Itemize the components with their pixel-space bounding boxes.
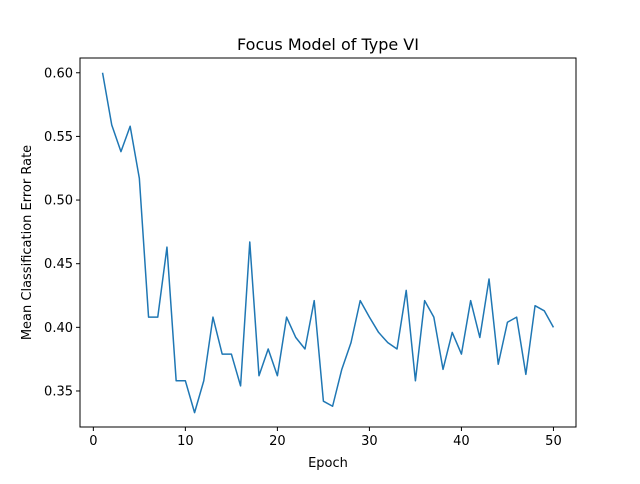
x-tick-label: 50: [545, 434, 562, 449]
y-axis-label: Mean Classification Error Rate: [20, 145, 35, 340]
plot-layer: [101, 72, 555, 414]
y-tick-label: 0.55: [44, 130, 73, 145]
y-tick-label: 0.35: [44, 384, 73, 399]
x-tick-label: 20: [269, 434, 286, 449]
y-tick-label: 0.45: [44, 257, 73, 272]
x-tick-label: 40: [453, 434, 470, 449]
y-tick-label: 0.60: [44, 66, 73, 81]
x-tick-label: 30: [361, 434, 378, 449]
x-tick-label: 0: [89, 434, 97, 449]
y-tick-label: 0.50: [44, 194, 73, 209]
ticks-layer: 0 10 20 30 40 50 0.35 0.40 0.45 0.50 0.55 0.60: [44, 66, 562, 449]
x-tick-label: 10: [177, 434, 194, 449]
chart-title: Focus Model of Type VI: [237, 35, 419, 54]
y-tick-label: 0.40: [44, 321, 73, 336]
x-axis-label: Epoch: [308, 456, 348, 471]
series-line-0: [101, 72, 555, 414]
plot-frame: [79, 57, 577, 428]
